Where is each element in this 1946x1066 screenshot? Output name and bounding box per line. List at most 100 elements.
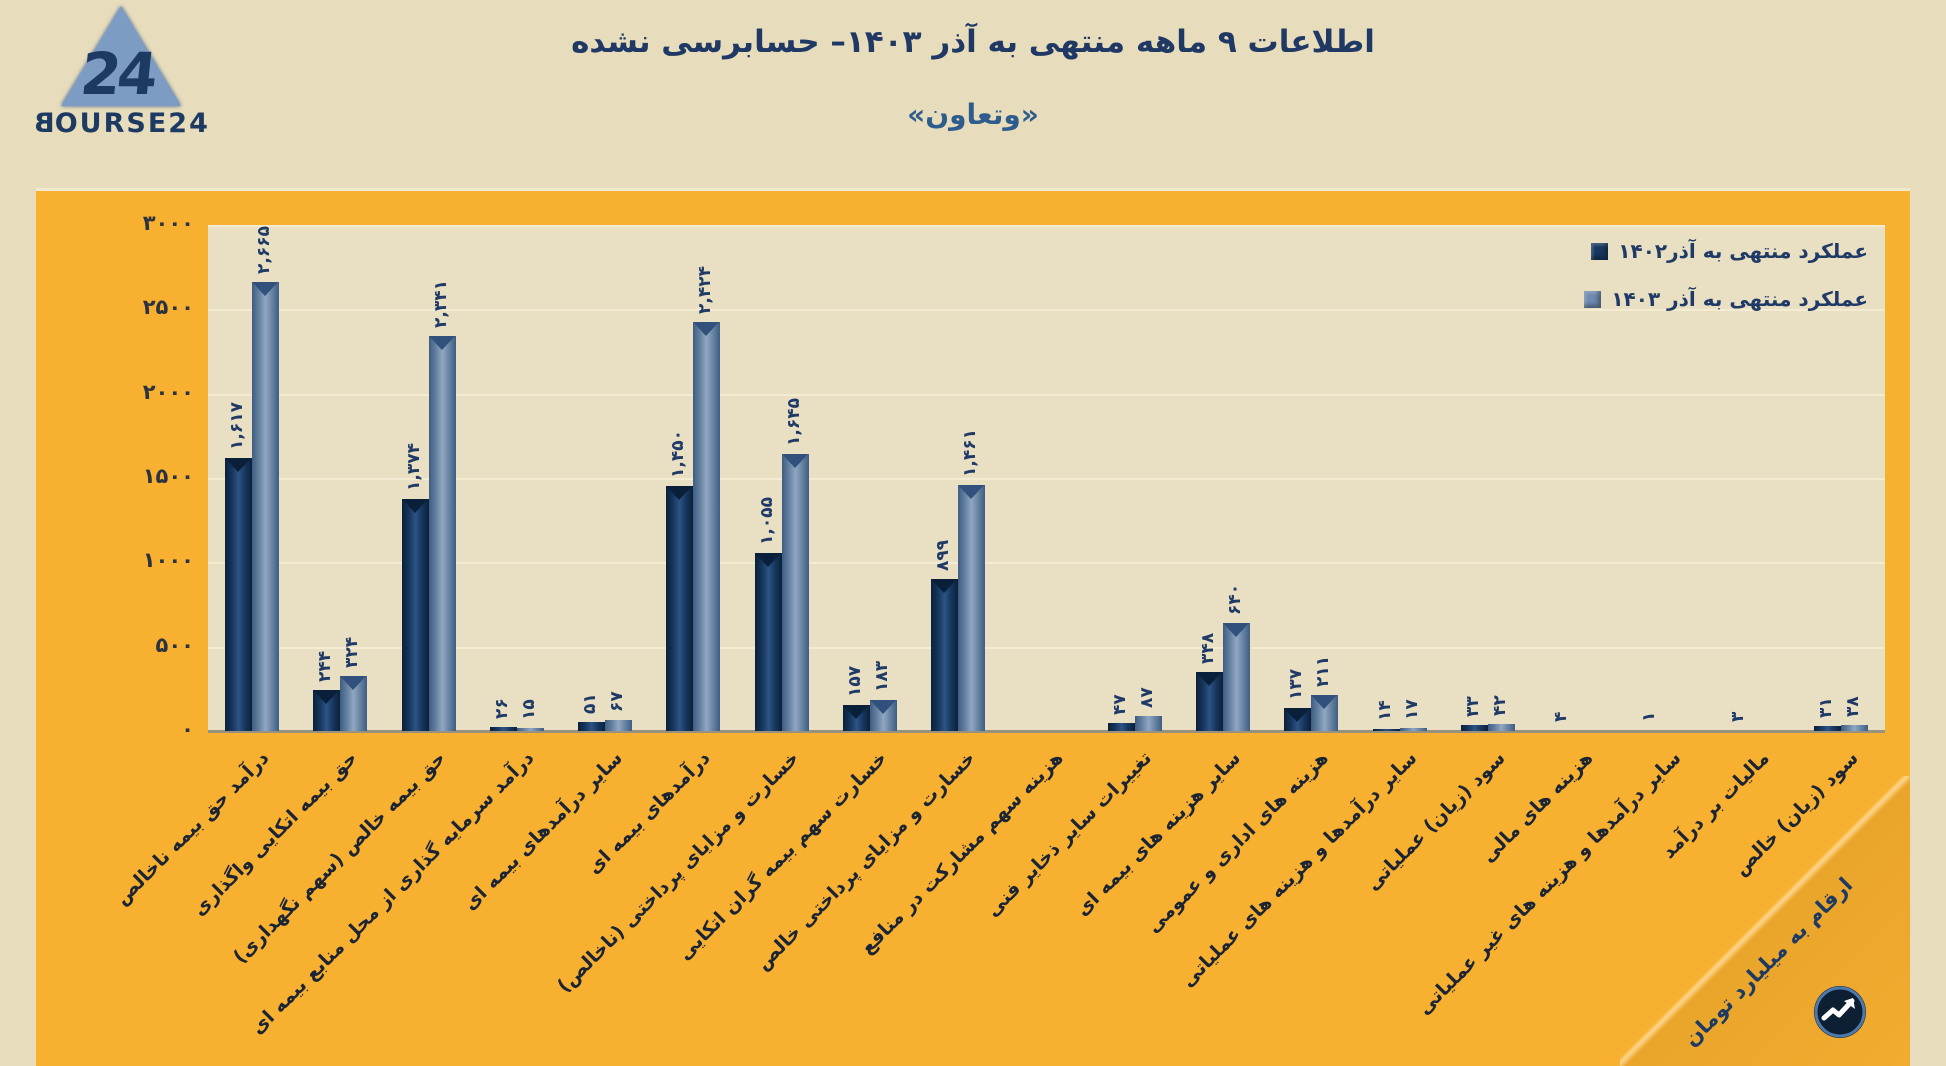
bar-value-label: ۱,۰۵۵	[756, 497, 777, 546]
bar-value-label: ۱,۴۶۱	[960, 428, 981, 477]
y-axis-tick: ۲۰۰۰	[142, 379, 194, 404]
bar	[313, 689, 341, 731]
bar-cap	[340, 676, 367, 691]
bar	[666, 486, 694, 731]
bar-value-label: ۱۳۷	[1286, 668, 1307, 700]
bar-value-label: ۱	[1639, 711, 1660, 722]
bar-value-label: ۳۸	[1842, 695, 1863, 717]
y-axis-tick: ۰	[181, 717, 194, 741]
bar	[1372, 728, 1400, 731]
bar-value-label: ۴۷	[1109, 694, 1130, 716]
bar-cap	[842, 704, 869, 719]
bar	[428, 336, 456, 731]
bar	[225, 458, 253, 731]
bar-value-label: ۸۹۹	[933, 540, 954, 572]
bar	[1311, 695, 1339, 731]
bar-value-label: ۳۴۸	[1198, 633, 1219, 665]
legend: عملکرد منتهی به آذر۱۴۰۲ عملکرد منتهی به آ…	[1584, 239, 1868, 311]
legend-item: عملکرد منتهی به آذر ۱۴۰۳	[1584, 287, 1868, 311]
bar-value-label: ۶۷	[607, 690, 628, 712]
bar	[1107, 723, 1135, 731]
bar-value-label: ۲۴۴	[315, 650, 336, 682]
bar-cap	[313, 689, 340, 704]
x-axis-label: درآمد حق بیمه ناخالص	[111, 747, 274, 910]
gridline	[208, 478, 1885, 480]
bar	[958, 484, 986, 731]
y-axis-tick: ۱۰۰۰	[142, 548, 194, 573]
bar	[1487, 723, 1515, 731]
bar-cap	[225, 458, 252, 473]
legend-label: عملکرد منتهی به آذر ۱۴۰۳	[1611, 287, 1868, 311]
y-axis-tick: ۵۰۰	[155, 632, 194, 657]
legend-swatch	[1591, 242, 1609, 260]
x-axis-label: تغییرات سایر ذخایر فنی	[982, 747, 1157, 922]
y-axis-tick: ۲۵۰۰	[142, 295, 194, 320]
bar-value-label: ۱,۳۷۴	[403, 443, 424, 492]
legend-item: عملکرد منتهی به آذر۱۴۰۲	[1591, 239, 1868, 263]
y-axis-tick: ۱۵۰۰	[142, 464, 194, 488]
bourse24-triangle-icon: 24	[57, 6, 185, 110]
bar-value-label: ۴۲	[1489, 695, 1510, 716]
bar-value-label: ۳۲۴	[342, 637, 363, 669]
bar	[1284, 707, 1312, 731]
bar	[1460, 725, 1488, 731]
bar-cap	[428, 336, 455, 351]
bar-value-label: ۱۵	[518, 699, 539, 721]
y-axis-tick: ۳۰۰۰	[142, 211, 194, 235]
bar-value-label: ۱,۶۱۷	[227, 402, 248, 451]
bar-value-label: ۲,۶۶۵	[254, 225, 275, 274]
bar	[578, 722, 606, 731]
bar-value-label: ۱,۶۴۵	[783, 397, 804, 446]
bar	[754, 553, 782, 731]
bar-value-label: ۱۴	[1374, 699, 1395, 721]
bar-value-label: ۸۷	[1136, 687, 1157, 709]
bar-cap	[869, 700, 896, 715]
gridline	[208, 646, 1885, 649]
gridline	[208, 225, 1885, 227]
gridline	[208, 562, 1885, 565]
bar-cap	[781, 453, 808, 468]
bar-value-label: ۳	[1727, 711, 1748, 722]
legend-label: عملکرد منتهی به آذر۱۴۰۲	[1618, 239, 1868, 263]
bar-cap	[252, 281, 279, 296]
page-title: اطلاعات ۹ ماهه منتهی به آذر ۱۴۰۳– حسابرس…	[571, 24, 1375, 60]
gridline	[208, 393, 1885, 396]
bar-value-label: ۵۱	[580, 693, 601, 715]
bar-cap	[931, 579, 958, 594]
bar-value-label: ۲,۳۴۱	[430, 280, 451, 329]
legend-swatch	[1584, 290, 1602, 308]
plot-area: ۱,۶۱۷ ۲,۶۶۵ ۲۴۴ ۳۲۴ ۱,۳۷۴ ۲,۳۴۱ ۲۶ ۱۵ ۵۱ ۶۷ ۱,۴۵۰ ۲…	[208, 225, 1885, 733]
bar-value-label: ۲,۴۲۴	[695, 266, 716, 315]
bar-cap	[1196, 672, 1223, 687]
x-axis-label: هزینه های اداری و عمومی	[1142, 747, 1333, 938]
bar-value-label: ۳۳	[1462, 696, 1483, 718]
bar-cap	[1223, 623, 1250, 638]
bar	[1134, 716, 1162, 731]
bar	[252, 281, 280, 731]
bar-cap	[693, 322, 720, 337]
x-axis-line	[208, 730, 1885, 733]
bar	[605, 719, 633, 731]
bar-value-label: ۲۱۱	[1313, 656, 1334, 688]
bar-value-label: ۳۱	[1815, 697, 1836, 718]
bar-value-label: ۱۵۷	[844, 665, 865, 697]
x-axis-label: سایر درآمدهای بیمه ای	[458, 747, 627, 915]
bar-cap	[958, 484, 985, 499]
bar	[931, 579, 959, 731]
gridline	[208, 309, 1885, 312]
bar-value-label: ۲۶	[491, 697, 512, 719]
bar-value-label: ۱,۴۵۰	[668, 430, 689, 479]
bar	[693, 322, 721, 731]
bar-cap	[1284, 707, 1311, 722]
bar	[1399, 728, 1427, 731]
bar-value-label: ۱۸۳	[871, 661, 892, 693]
bar-cap	[666, 486, 693, 501]
bar	[340, 676, 368, 731]
bar-cap	[401, 499, 428, 514]
bar	[1840, 724, 1868, 731]
bar-value-label: ۱۷	[1401, 699, 1422, 721]
bourse24-pulse-icon	[1814, 986, 1866, 1038]
bar	[1223, 623, 1251, 731]
bar-value-label: ۴	[1551, 711, 1572, 722]
chart-panel: ۱,۶۱۷ ۲,۶۶۵ ۲۴۴ ۳۲۴ ۱,۳۷۴ ۲,۳۴۱ ۲۶ ۱۵ ۵۱ ۶۷ ۱,۴۵۰ ۲…	[36, 188, 1910, 1066]
